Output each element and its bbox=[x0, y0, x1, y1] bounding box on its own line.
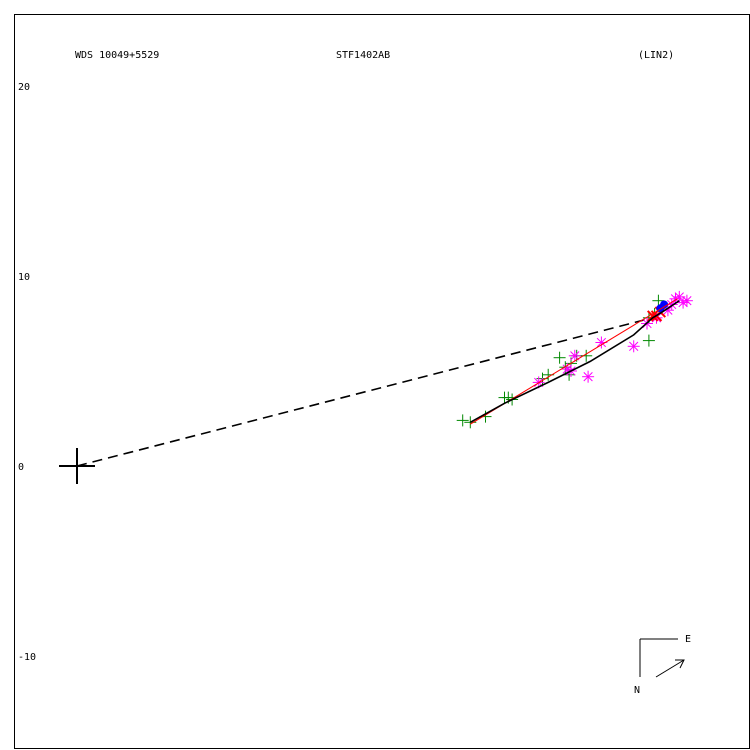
y-tick-label: 10 bbox=[18, 272, 30, 283]
y-tick-label: -10 bbox=[18, 652, 36, 663]
observation-magenta bbox=[568, 349, 581, 362]
observation-green bbox=[642, 334, 655, 347]
compass-east-label: E bbox=[685, 634, 691, 645]
orbit-path bbox=[469, 300, 680, 423]
node-line bbox=[76, 317, 653, 467]
compass-arrow-head bbox=[675, 659, 685, 669]
header-right: (LIN2) bbox=[638, 50, 674, 61]
observation-green bbox=[580, 349, 593, 362]
y-tick-labels: 20 10 0 -10 bbox=[18, 82, 36, 663]
compass-arrow-shaft bbox=[655, 659, 685, 678]
primary-star-marker bbox=[59, 448, 95, 484]
y-tick-label: 0 bbox=[18, 462, 24, 473]
y-tick-label: 20 bbox=[18, 82, 30, 93]
plot-frame bbox=[14, 14, 750, 749]
observation-magenta bbox=[680, 294, 693, 307]
compass-north-label: N bbox=[634, 685, 640, 696]
compass: E N bbox=[634, 634, 691, 696]
observation-magenta bbox=[582, 370, 595, 383]
header-center: STF1402AB bbox=[336, 50, 390, 61]
observation-blue bbox=[660, 300, 669, 309]
header-left: WDS 10049+5529 bbox=[75, 50, 159, 61]
observation-green bbox=[456, 414, 469, 427]
observation-red bbox=[646, 310, 659, 322]
observation-magenta bbox=[627, 340, 640, 353]
observation-green bbox=[652, 294, 665, 307]
observations bbox=[456, 290, 693, 429]
observation-green bbox=[553, 351, 566, 364]
